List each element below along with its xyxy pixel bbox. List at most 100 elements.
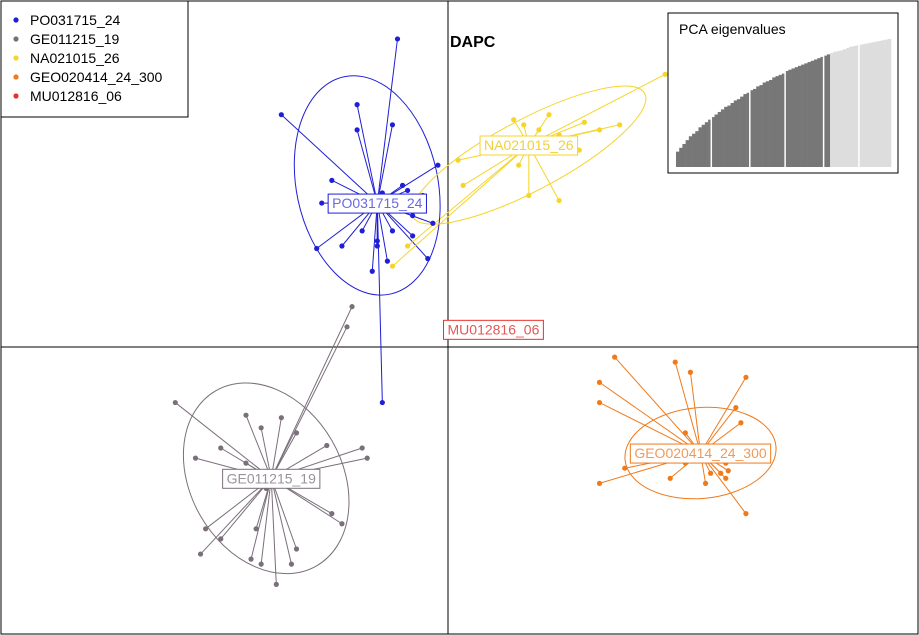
eigen-bar <box>679 147 683 167</box>
eigen-bar <box>720 109 725 167</box>
eigen-bar <box>753 88 757 167</box>
data-point <box>521 122 527 128</box>
data-point <box>455 157 461 163</box>
group-label-text: GEO020414_24_300 <box>634 445 767 461</box>
group-label-box <box>629 443 772 464</box>
data-point <box>354 127 360 133</box>
eigen-bar <box>807 62 812 167</box>
star-line <box>270 417 282 479</box>
eigen-bar <box>727 105 731 167</box>
group-label: GE011215_19 <box>222 468 321 489</box>
data-point <box>364 455 370 461</box>
ellipse <box>624 406 777 500</box>
data-point <box>278 112 284 118</box>
star-line <box>200 477 272 555</box>
data-point <box>596 480 603 486</box>
data-point <box>617 122 623 128</box>
eigen-bar <box>778 74 783 167</box>
data-point <box>258 425 264 431</box>
data-point <box>374 238 380 244</box>
data-point <box>344 324 350 330</box>
data-point <box>581 119 587 125</box>
data-point <box>197 551 204 557</box>
data-point <box>203 526 209 532</box>
data-point <box>243 460 249 466</box>
eigen-bar <box>801 64 805 167</box>
eigen-bar <box>797 65 802 167</box>
eigen-bar <box>858 44 863 168</box>
star-line <box>270 326 348 479</box>
star-line <box>371 203 378 272</box>
data-point <box>384 258 390 264</box>
eigen-bar <box>830 53 834 167</box>
eigen-bar <box>740 96 744 167</box>
legend-marker <box>13 55 19 61</box>
eigen-bar <box>717 111 722 167</box>
eigen-bar <box>749 90 754 167</box>
eigen-bar <box>823 55 828 167</box>
ellipse <box>293 75 441 296</box>
eigen-bar <box>743 94 747 167</box>
data-point <box>708 470 714 476</box>
eigen-bar <box>852 46 857 167</box>
data-point <box>389 122 396 128</box>
star-line <box>376 124 393 204</box>
eigen-bar <box>794 67 799 167</box>
data-point <box>314 245 320 252</box>
eigen-bar <box>884 39 889 167</box>
eigen-bar <box>842 49 847 167</box>
star-line <box>376 38 398 204</box>
data-point <box>596 127 603 133</box>
group-label: NA021015_26 <box>479 135 579 156</box>
eigen-bar <box>724 106 728 167</box>
eigen-bar <box>855 45 860 167</box>
legend-marker <box>13 93 19 99</box>
data-point <box>293 430 300 436</box>
eigen-bar <box>682 143 686 167</box>
eigen-bar <box>836 51 840 167</box>
star-line <box>270 478 277 585</box>
data-point <box>405 243 411 249</box>
data-point <box>672 359 678 365</box>
star-line <box>281 114 378 204</box>
legend-label: NA021015_26 <box>30 50 120 66</box>
data-point <box>738 420 744 426</box>
group-label-box <box>443 319 544 340</box>
group-label-box <box>479 135 579 156</box>
eigen-bar <box>865 43 869 168</box>
data-point <box>556 197 562 204</box>
eigen-bar <box>862 44 866 168</box>
data-point <box>172 399 178 406</box>
data-point <box>682 430 688 436</box>
eigen-bar <box>714 114 719 167</box>
eigen-bar <box>772 77 776 167</box>
data-point <box>329 177 335 183</box>
data-point <box>389 263 396 269</box>
eigen-bar <box>846 47 850 167</box>
data-point <box>288 561 295 567</box>
eigen-bar <box>733 100 738 167</box>
group-label-text: GE011215_19 <box>227 470 316 486</box>
eigen-bar <box>791 68 796 167</box>
eigen-bar <box>817 58 821 168</box>
data-points <box>172 36 749 587</box>
eigen-bar <box>746 92 751 167</box>
ellipse <box>182 382 350 575</box>
legend-marker <box>13 74 19 80</box>
data-point <box>702 480 709 486</box>
data-point <box>405 187 411 194</box>
data-point <box>733 405 739 411</box>
star-line <box>250 478 272 560</box>
data-point <box>359 228 365 234</box>
legend-marker <box>13 36 19 42</box>
eigen-bar <box>868 42 873 168</box>
star-line <box>270 306 353 479</box>
data-point <box>394 36 401 42</box>
inertia-ellipses <box>182 75 777 575</box>
star-line <box>356 129 378 204</box>
data-point <box>258 561 264 567</box>
star-line <box>270 478 292 565</box>
eigen-bar <box>810 60 815 168</box>
eigen-bar <box>881 40 885 167</box>
